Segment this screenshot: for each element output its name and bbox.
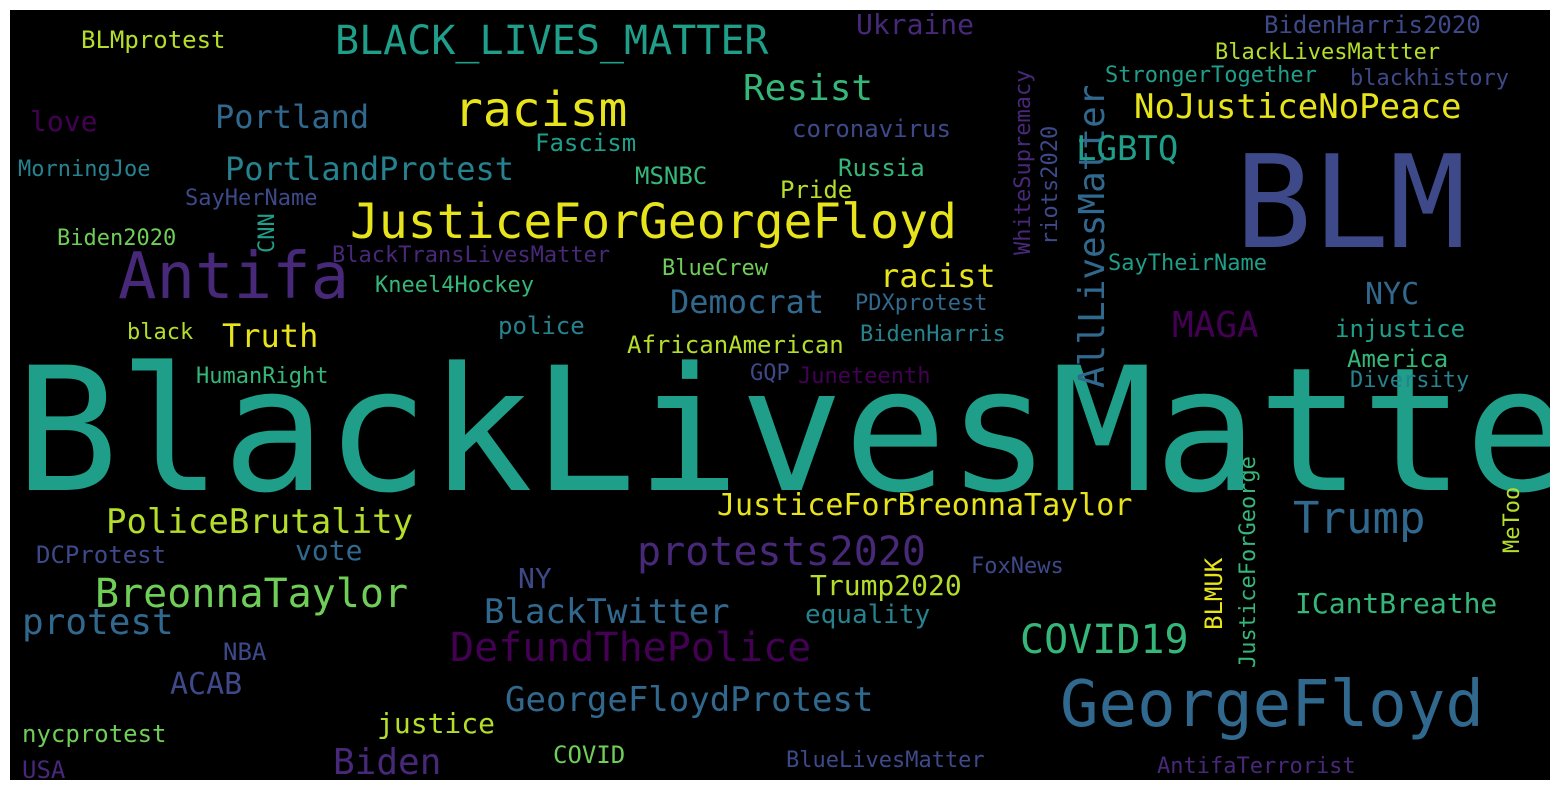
word-pdxprotest: PDXprotest (855, 291, 988, 316)
word-antifa: Antifa (118, 240, 350, 314)
word-icantbreathe: ICantBreathe (1295, 587, 1498, 620)
word-police: police (498, 312, 585, 340)
word-portland: Portland (215, 98, 370, 136)
word-injustice: injustice (1335, 315, 1466, 343)
word-democrat: Democrat (670, 283, 825, 321)
word-biden2020: Biden2020 (57, 226, 177, 251)
word-sayhername: SayHerName (185, 186, 318, 211)
word-whitesupremacy: WhiteSupremacy (1011, 69, 1036, 255)
word-dcprotest: DCProtest (36, 541, 167, 569)
word-love: love (30, 105, 98, 138)
word-equality: equality (805, 600, 931, 630)
word-breonnataylor: BreonnaTaylor (95, 571, 409, 617)
word-bluelivesmatter: BlueLivesMatter (786, 748, 985, 773)
word-nba: NBA (223, 638, 267, 666)
word-ukraine: Ukraine (856, 10, 975, 41)
word-protests2020: protests2020 (637, 529, 926, 575)
word-justiceforbreonnataylor: JusticeForBreonnaTaylor (717, 488, 1133, 523)
word-gqp: GQP (750, 361, 790, 386)
word-nyc: NYC (1365, 277, 1420, 312)
word-nycprotest: nycprotest (22, 720, 167, 748)
word-coronavirus: coronavirus (792, 115, 951, 143)
word-covid19: COVID19 (1020, 617, 1189, 663)
word-usa: USA (22, 756, 66, 780)
word-georgefloyd: GeorgeFloyd (1060, 668, 1484, 742)
word-riots2020: riots2020 (1038, 125, 1063, 245)
word-protest: protest (22, 602, 174, 643)
word-blackhistory: blackhistory (1350, 66, 1509, 91)
word-morningjoe: MorningJoe (18, 157, 151, 182)
word-racism: racism (454, 82, 628, 138)
word-metoo: MeToo (1500, 486, 1525, 553)
word-justice: justice (377, 707, 496, 740)
word-cloud: BlackLivesMatter BLM GeorgeFloyd Antifa Just… (10, 10, 1550, 780)
word-pride: Pride (780, 176, 853, 204)
word-portlandprotest: PortlandProtest (225, 150, 514, 188)
word-blacktwitter: BlackTwitter (484, 592, 730, 632)
word-justiceforgeorge: JusticeForGeorge (1236, 456, 1261, 668)
word-russia: Russia (838, 154, 925, 182)
word-blacktranslivesmatter: BlackTransLivesMatter (332, 243, 611, 268)
word-bidenharris2020: BidenHarris2020 (1264, 11, 1481, 39)
word-america: America (1347, 345, 1449, 373)
word-policebrutality: PoliceBrutality (106, 502, 414, 542)
word-blm: BLM (1235, 129, 1467, 278)
word-vote: vote (295, 534, 363, 567)
word-justiceforgeorgefloyd: JusticeForGeorgeFloyd (350, 194, 957, 250)
word-strongertogether: StrongerTogether (1105, 63, 1317, 88)
word-resist: Resist (743, 68, 874, 109)
word-diversity: Diversity (1350, 368, 1470, 393)
word-cnn: CNN (255, 213, 280, 253)
word-saytheirname: SayTheirName (1108, 251, 1267, 276)
word-defundthepolice: DefundThePolice (450, 625, 812, 671)
word-ny: NY (518, 562, 552, 595)
word-foxnews: FoxNews (971, 554, 1064, 579)
word-trump2020: Trump2020 (810, 569, 962, 602)
word-acab: ACAB (170, 667, 243, 702)
word-georgefloydprotest: GeorgeFloydProtest (505, 680, 874, 720)
word-kneel4hockey: Kneel4Hockey (375, 273, 534, 298)
word-blacklivesmatter: BlackLivesMatter (15, 330, 1550, 531)
word-black-lives-matter: BLACK_LIVES_MATTER (335, 18, 769, 64)
word-blacklivesmattter: BlackLivesMattter (1215, 40, 1441, 65)
word-humanright: HumanRight (196, 364, 329, 389)
word-bluecrew: BlueCrew (662, 256, 768, 281)
word-black: black (127, 320, 194, 345)
word-msnbc: MSNBC (635, 162, 708, 190)
word-maga: MAGA (1172, 305, 1259, 346)
word-africanamerican: AfricanAmerican (627, 331, 844, 359)
word-lgbtq: LGBTQ (1076, 129, 1179, 169)
word-biden: Biden (333, 742, 442, 781)
word-juneteenth: Juneteenth (798, 364, 931, 389)
word-bidenharris: BidenHarris (860, 322, 1006, 347)
word-racist: racist (880, 257, 996, 295)
word-truth: Truth (222, 317, 319, 355)
word-trump: Trump (1293, 493, 1426, 544)
word-blmuk: BLMUK (1200, 557, 1228, 630)
word-antifaterrorist: AntifaTerrorist (1157, 754, 1356, 779)
word-covid: COVID (553, 741, 626, 769)
word-nojusticenopeace: NoJusticeNoPeace (1134, 87, 1462, 127)
word-fascism: Fascism (535, 129, 637, 157)
word-blmprotest: BLMprotest (81, 26, 226, 54)
